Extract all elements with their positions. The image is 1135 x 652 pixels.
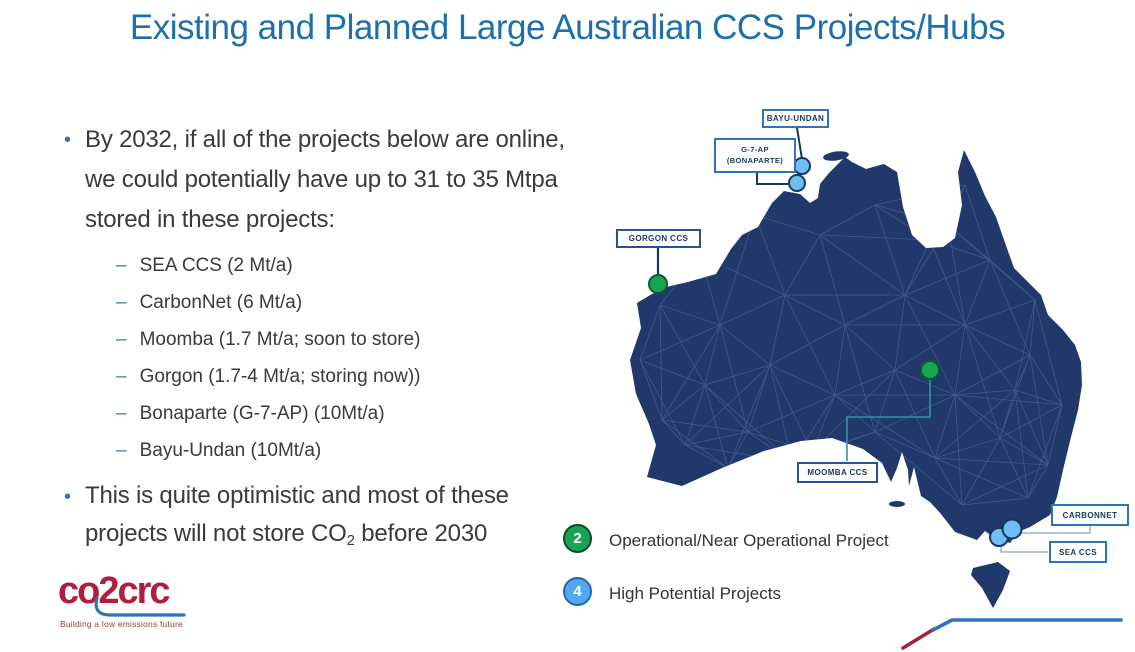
marker-gorgon <box>648 274 668 294</box>
map-label-g7ap-bonaparte: G-7-AP (BONAPARTE) <box>714 138 796 173</box>
map-label-text: G-7-AP <box>741 144 769 154</box>
list-item-text: Gorgon (1.7-4 Mt/a; storing now)) <box>139 366 421 387</box>
melville-island-shape <box>823 151 849 161</box>
map-label-text: MOOMBA CCS <box>807 468 868 477</box>
connector-sea-ccs <box>1000 545 1048 553</box>
list-item: – Bonaparte (G-7-AP) (10Mt/a) <box>116 395 420 432</box>
map-label-carbonnet: CARBONNET <box>1051 504 1129 526</box>
australia-mainland-shape <box>630 150 1082 543</box>
map-label-text: GORGON CCS <box>628 234 689 243</box>
map-label-text: CARBONNET <box>1062 510 1118 520</box>
co2-subscript: 2 <box>346 532 355 549</box>
list-item: – CarbonNet (6 Mt/a) <box>116 284 420 321</box>
australia-map <box>630 127 1123 650</box>
legend-label-high-potential: High Potential Projects <box>609 584 781 603</box>
logo-swoosh-icon <box>94 596 186 617</box>
connector-carbonnet <box>1021 526 1091 534</box>
dash-icon: – <box>116 292 127 313</box>
map-label-moomba: MOOMBA CCS <box>797 462 878 483</box>
legend-count-operational: 2 <box>563 524 592 553</box>
map-label-text: (BONAPARTE) <box>726 155 784 165</box>
list-item-text: Moomba (1.7 Mt/a; soon to store) <box>139 329 421 350</box>
list-item: – Moomba (1.7 Mt/a; soon to store) <box>116 321 420 358</box>
connector-g7ap <box>756 173 789 185</box>
logo-tagline: Building a low emissions future <box>60 619 183 629</box>
map-label-bayu-undan: BAYU-UNDAN <box>762 109 829 128</box>
logo-wordmark: co2crc <box>58 570 171 612</box>
kangaroo-island-shape <box>889 501 905 507</box>
bullet-point-2: • This is quite optimistic and most of t… <box>64 477 585 560</box>
corner-accent-red <box>901 627 936 650</box>
co2crc-logo: co2crc Building a low emissions future <box>58 572 198 634</box>
bullet-point-1: • By 2032, if all of the projects below … <box>64 120 585 240</box>
legend-label-operational: Operational/Near Operational Project <box>609 531 889 550</box>
list-item: – SEA CCS (2 Mt/a) <box>116 247 420 284</box>
marker-bonaparte <box>788 174 806 192</box>
list-item: – Bayu-Undan (10Mt/a) <box>116 432 420 469</box>
list-item-text: Bayu-Undan (10Mt/a) <box>139 440 322 461</box>
legend-count-high-potential: 4 <box>563 577 592 606</box>
dash-icon: – <box>116 255 127 276</box>
connector-moomba <box>846 379 931 461</box>
marker-carbonnet <box>1001 518 1023 540</box>
project-list: – SEA CCS (2 Mt/a) – CarbonNet (6 Mt/a) … <box>116 247 420 469</box>
dash-icon: – <box>116 329 127 350</box>
map-label-text: BAYU-UNDAN <box>766 114 825 123</box>
bullet-2-text-post: before 2030 <box>354 520 488 547</box>
dash-icon: – <box>116 440 127 461</box>
list-item: – Gorgon (1.7-4 Mt/a; storing now)) <box>116 358 420 395</box>
map-label-text: SEA CCS <box>1058 547 1098 557</box>
map-label-sea-ccs: SEA CCS <box>1049 541 1107 563</box>
dash-icon: – <box>116 366 127 387</box>
list-item-text: Bonaparte (G-7-AP) (10Mt/a) <box>139 403 385 424</box>
marker-bayu-undan <box>793 157 811 175</box>
page-title: Existing and Planned Large Australian CC… <box>129 8 1006 47</box>
list-item-text: CarbonNet (6 Mt/a) <box>139 292 303 313</box>
bullet-1-text: By 2032, if all of the projects below ar… <box>85 126 565 233</box>
bullet-dot-icon: • <box>64 129 72 151</box>
dash-icon: – <box>116 403 127 424</box>
bullet-2-text-pre: This is quite optimistic and most of the… <box>85 482 509 547</box>
connector-bayu-undan <box>796 127 803 160</box>
list-item-text: SEA CCS (2 Mt/a) <box>139 255 293 276</box>
tasmania-shape <box>971 562 1010 608</box>
map-label-gorgon: GORGON CCS <box>616 229 701 248</box>
bullet-2-text: This is quite optimistic and most of the… <box>85 477 585 560</box>
bullet-dot-icon: • <box>64 486 72 508</box>
marker-moomba <box>920 360 940 380</box>
corner-accent-blue <box>931 618 1123 632</box>
